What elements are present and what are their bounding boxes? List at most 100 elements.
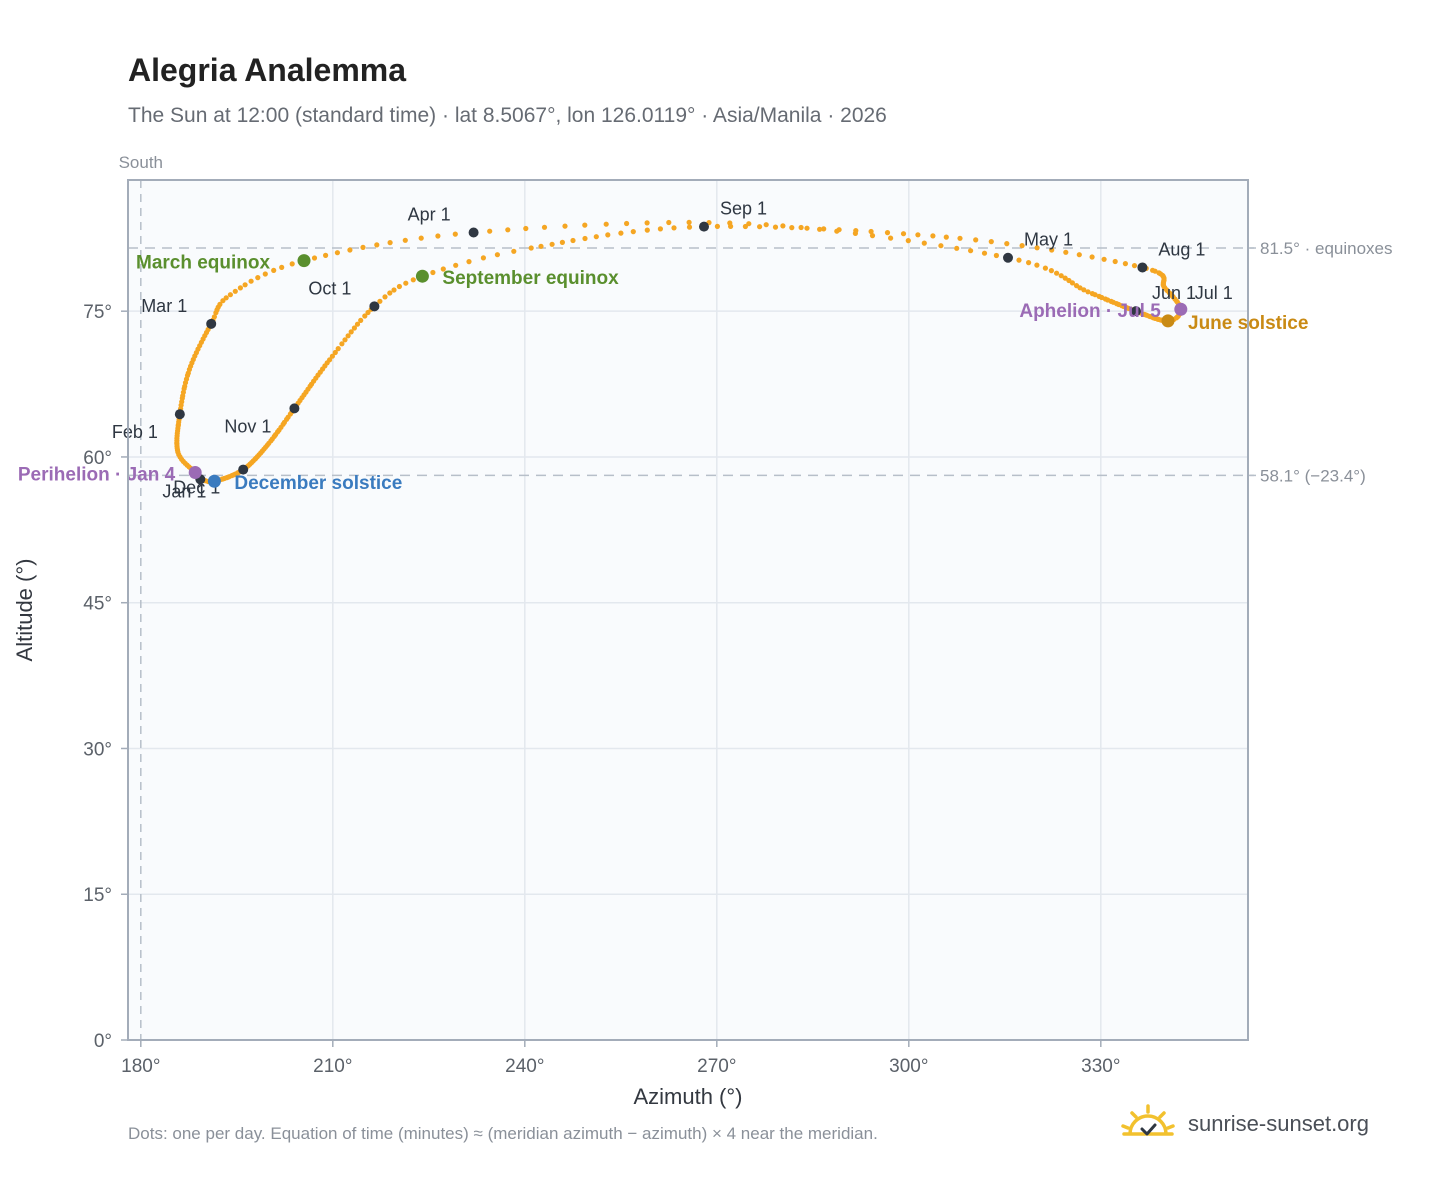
daily-dot [362,313,368,319]
daily-dot [323,252,329,258]
daily-dot [603,221,609,227]
daily-dot [957,235,963,241]
daily-dot [798,224,804,231]
daily-dot [905,238,911,244]
daily-dot [1131,263,1138,269]
daily-dot [382,294,388,300]
daily-dot [836,227,842,233]
daily-dot [387,240,393,246]
special-point-marker [207,474,221,488]
special-point-label: September equinox [442,268,619,289]
daily-dot [593,234,599,240]
daily-dot [993,252,1000,259]
daily-dot [618,230,624,236]
special-point-marker [415,269,429,283]
daily-dot [410,277,416,283]
daily-dot [644,227,650,233]
daily-dot [452,231,458,237]
daily-dot [605,232,611,238]
daily-dot [242,282,248,288]
daily-dot [223,295,229,301]
daily-dot [817,226,823,232]
special-point-marker [1161,314,1175,328]
daily-dot [1101,256,1107,262]
daily-dot [570,237,576,244]
daily-dot [396,283,402,290]
brand[interactable]: sunrise-sunset.org [1120,1102,1369,1146]
y-tick-label: 15° [83,885,112,906]
daily-dot [391,287,397,293]
y-tick-label: 60° [83,448,112,469]
daily-dot [1085,289,1091,295]
daily-dot [559,239,566,245]
daily-dot [869,233,876,239]
daily-dot [418,235,424,241]
daily-dot [329,353,335,359]
daily-dot [1081,287,1087,293]
daily-dot [453,262,459,268]
daily-dot [232,288,238,294]
daily-dot [1058,273,1064,279]
daily-dot [938,243,944,249]
daily-dot [342,337,348,343]
daily-dot [311,255,318,261]
daily-dot [262,271,268,277]
daily-dot [430,269,436,276]
month-marker [1003,252,1013,263]
daily-dot [1042,265,1048,271]
daily-dot [686,224,693,230]
daily-dot [528,245,534,251]
daily-dot [644,220,650,226]
month-marker-label: Jun 1 [1152,283,1196,303]
daily-dot [377,298,383,304]
daily-dot [1016,257,1022,263]
month-marker-label: Sep 1 [720,199,767,219]
daily-dot [332,349,338,356]
month-marker-label: May 1 [1024,230,1073,250]
daily-dot [742,223,749,230]
daily-dot [1122,261,1128,267]
month-marker-label: Mar 1 [141,296,187,316]
daily-dot [686,219,692,225]
daily-dot [354,321,361,327]
daily-dot [624,220,630,227]
daily-dot [279,264,285,270]
daily-dot [347,247,353,253]
y-axis-label: Altitude (°) [12,559,37,662]
daily-dot [360,244,366,250]
daily-dot [345,333,351,339]
sunrise-logo-icon [1121,1104,1175,1136]
daily-dot [466,259,472,265]
daily-dot [1054,270,1060,276]
daily-dot [1004,241,1010,247]
month-marker [289,403,300,414]
reference-line-label: 58.1° (−23.4°) [1260,466,1366,485]
month-marker [238,464,249,475]
month-marker [206,318,217,329]
daily-dot [789,225,795,231]
daily-dot [335,346,341,352]
daily-dot [562,223,568,229]
special-point-label: December solstice [234,473,402,494]
daily-dot [1062,275,1068,281]
daily-dot [763,222,769,228]
daily-dot [365,309,371,316]
month-marker [468,227,479,238]
month-marker [699,221,709,232]
daily-dot [666,219,672,226]
y-tick-label: 45° [83,594,112,615]
x-tick-label: 270° [697,1056,736,1077]
meridian-label: South [119,153,163,172]
month-marker [1131,306,1141,317]
daily-dot [930,233,936,239]
month-marker-label: Oct 1 [308,278,351,298]
daily-dot [671,225,677,231]
daily-dot [921,240,927,246]
daily-dot [358,317,364,323]
daily-dot [714,223,721,229]
daily-dot [1150,267,1156,273]
daily-dot [549,241,555,247]
